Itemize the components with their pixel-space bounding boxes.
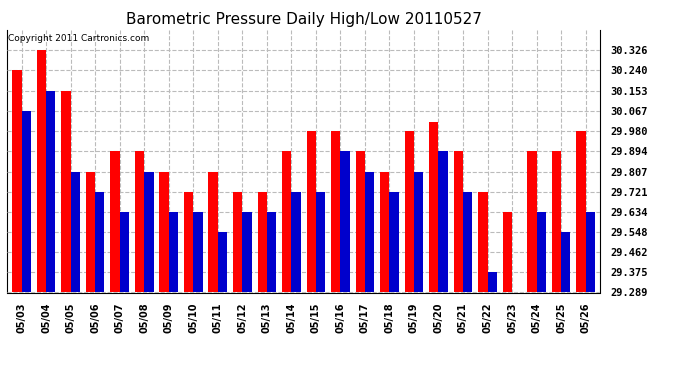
Bar	[404, 131, 414, 292]
Bar	[552, 151, 561, 292]
Bar	[438, 151, 448, 292]
Bar	[208, 171, 218, 292]
Bar	[119, 212, 129, 292]
Bar	[184, 192, 193, 292]
Bar	[316, 192, 325, 292]
Bar	[576, 131, 586, 292]
Bar	[169, 212, 178, 292]
Bar	[282, 151, 291, 292]
Bar	[70, 171, 80, 292]
Bar	[478, 192, 488, 292]
Bar	[12, 70, 21, 292]
Bar	[537, 212, 546, 292]
Bar	[37, 50, 46, 292]
Bar	[110, 151, 119, 292]
Bar	[291, 192, 301, 292]
Bar	[463, 192, 472, 292]
Bar	[331, 131, 340, 292]
Bar	[340, 151, 350, 292]
Bar	[586, 212, 595, 292]
Bar	[561, 232, 571, 292]
Bar	[233, 192, 242, 292]
Bar	[488, 272, 497, 292]
Bar	[389, 192, 399, 292]
Bar	[453, 151, 463, 292]
Bar	[21, 111, 31, 292]
Bar	[46, 91, 55, 292]
Bar	[257, 192, 267, 292]
Bar	[61, 91, 70, 292]
Bar	[380, 171, 389, 292]
Bar	[503, 212, 512, 292]
Bar	[193, 212, 203, 292]
Bar	[414, 171, 423, 292]
Text: Copyright 2011 Cartronics.com: Copyright 2011 Cartronics.com	[8, 34, 149, 43]
Bar	[95, 192, 104, 292]
Bar	[86, 171, 95, 292]
Bar	[218, 232, 227, 292]
Bar	[429, 122, 438, 292]
Bar	[306, 131, 316, 292]
Bar	[135, 151, 144, 292]
Bar	[365, 171, 374, 292]
Title: Barometric Pressure Daily High/Low 20110527: Barometric Pressure Daily High/Low 20110…	[126, 12, 482, 27]
Bar	[267, 212, 276, 292]
Bar	[355, 151, 365, 292]
Bar	[159, 171, 169, 292]
Bar	[527, 151, 537, 292]
Bar	[242, 212, 252, 292]
Bar	[144, 171, 154, 292]
